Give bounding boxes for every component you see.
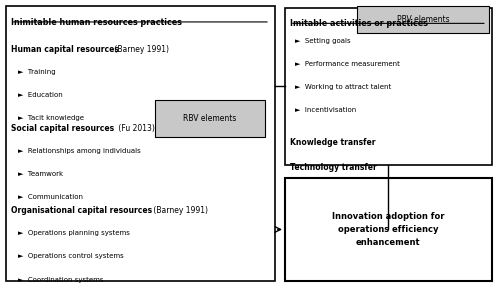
Text: (Barney 1991): (Barney 1991) (151, 206, 208, 215)
Text: ►  Communication: ► Communication (18, 194, 83, 200)
Text: PBV elements: PBV elements (397, 15, 450, 24)
Text: Technology transfer: Technology transfer (290, 163, 376, 172)
Text: (Fu 2013): (Fu 2013) (116, 124, 155, 133)
Text: Innovation adoption for
operations efficiency
enhancement: Innovation adoption for operations effic… (332, 212, 444, 247)
Text: Social capital resources: Social capital resources (10, 124, 114, 133)
Text: ►  Performance measurement: ► Performance measurement (295, 61, 400, 67)
Text: ►  Tacit knowledge: ► Tacit knowledge (18, 115, 84, 121)
Text: ►  Incentivisation: ► Incentivisation (295, 107, 356, 113)
Text: ►  Working to attract talent: ► Working to attract talent (295, 84, 391, 90)
Text: Human capital resources: Human capital resources (10, 45, 118, 54)
FancyBboxPatch shape (285, 8, 492, 165)
Text: (Barney 1991): (Barney 1991) (112, 45, 168, 54)
Text: ►  Teamwork: ► Teamwork (18, 171, 64, 177)
Text: Imitable activities or practices: Imitable activities or practices (290, 19, 428, 28)
Text: ►  Coordination systems: ► Coordination systems (18, 277, 103, 283)
FancyBboxPatch shape (156, 100, 265, 137)
Text: ►  Setting goals: ► Setting goals (295, 38, 350, 44)
Text: ►  Relationships among individuals: ► Relationships among individuals (18, 148, 141, 154)
FancyBboxPatch shape (357, 6, 490, 33)
Text: RBV elements: RBV elements (184, 114, 237, 123)
Text: Knowledge transfer: Knowledge transfer (290, 138, 376, 146)
Text: Organisational capital resources: Organisational capital resources (10, 206, 152, 215)
Text: ►  Operations planning systems: ► Operations planning systems (18, 230, 130, 236)
Text: ►  Training: ► Training (18, 69, 56, 75)
Text: Inimitable human resources practices: Inimitable human resources practices (10, 18, 181, 27)
Text: ►  Education: ► Education (18, 92, 63, 98)
FancyBboxPatch shape (285, 178, 492, 281)
FancyBboxPatch shape (6, 6, 275, 281)
Text: ►  Operations control systems: ► Operations control systems (18, 253, 124, 259)
